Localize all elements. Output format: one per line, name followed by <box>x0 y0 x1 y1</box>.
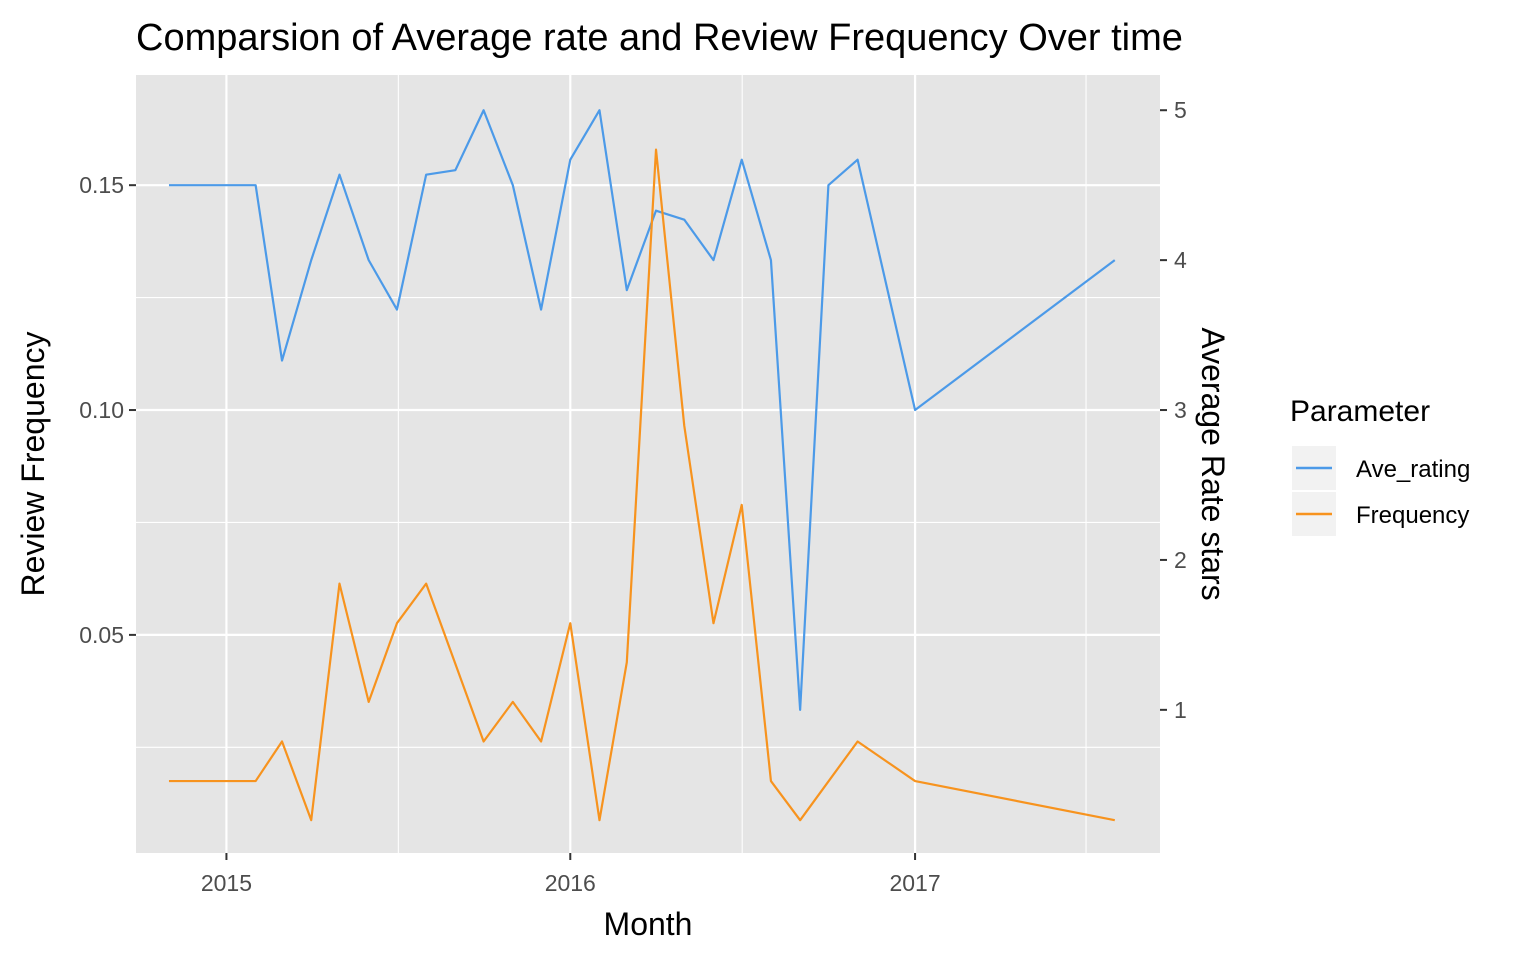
x-tick-label-2: 2017 <box>889 870 940 896</box>
y-tick-label-1: 0.10 <box>79 397 124 423</box>
series-layer <box>168 109 1116 822</box>
x-axis: 2015 2016 2017 <box>201 853 941 896</box>
x-tick-label-0: 2015 <box>201 870 252 896</box>
x-tick-label-1: 2016 <box>545 870 596 896</box>
y2-tick-label-3: 4 <box>1174 247 1187 273</box>
legend-label-1: Frequency <box>1356 502 1469 529</box>
series-line-frequency <box>168 148 1115 822</box>
y-tick-label-2: 0.15 <box>79 172 124 198</box>
series-line-ave-rating <box>168 109 1116 711</box>
y-axis-left: 0.05 0.10 0.15 <box>79 172 136 648</box>
y-axis-right: 1 2 3 4 5 <box>1160 97 1187 723</box>
y2-tick-label-0: 1 <box>1174 697 1187 723</box>
y-tick-label-0: 0.05 <box>79 622 124 648</box>
legend-title: Parameter <box>1290 395 1430 428</box>
y2-tick-label-2: 3 <box>1174 397 1187 423</box>
y2-axis-title: Average Rate stars <box>1195 327 1231 600</box>
legend-items: Ave_rating Frequency <box>1292 446 1470 536</box>
y2-tick-label-4: 5 <box>1174 97 1187 123</box>
y-axis-title: Review Frequency <box>15 332 51 597</box>
legend: Parameter Ave_rating Frequency <box>1290 395 1470 536</box>
chart-title: Comparsion of Average rate and Review Fr… <box>136 17 1183 59</box>
plot-panel <box>136 75 1160 853</box>
legend-label-0: Ave_rating <box>1356 456 1470 483</box>
x-axis-title: Month <box>604 906 693 942</box>
y2-tick-label-1: 2 <box>1174 547 1187 573</box>
